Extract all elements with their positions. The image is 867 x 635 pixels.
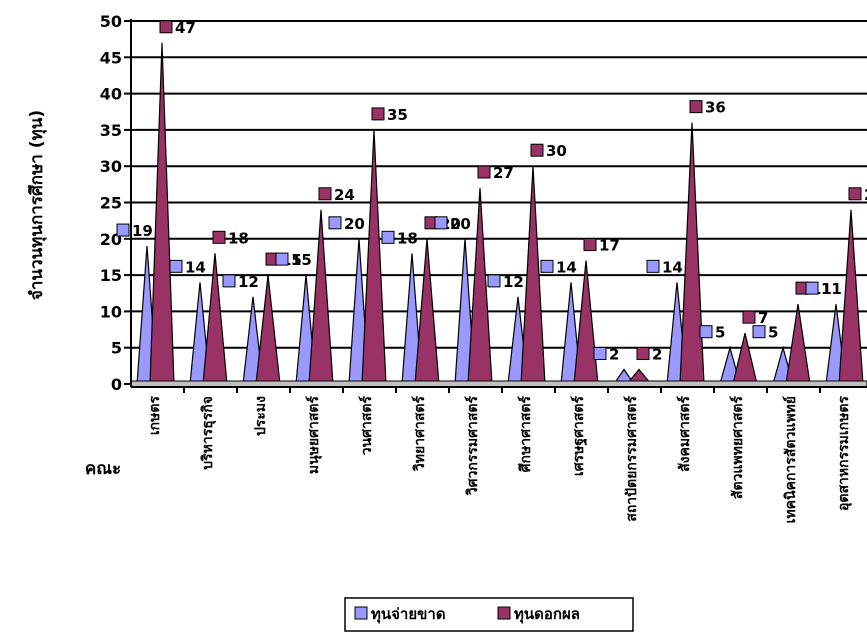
data-label-marker bbox=[434, 216, 448, 230]
data-label: 14 bbox=[556, 258, 577, 276]
data-label-marker bbox=[371, 107, 385, 121]
data-label: 27 bbox=[493, 164, 514, 182]
data-label: 47 bbox=[175, 19, 196, 37]
data-label: 5 bbox=[715, 324, 725, 342]
data-label-marker bbox=[116, 223, 130, 237]
data-label-marker bbox=[328, 216, 342, 230]
data-label-marker bbox=[169, 259, 183, 273]
peak-series-2 bbox=[308, 209, 334, 385]
legend-label-series-2: ทุนดอกผล bbox=[514, 605, 580, 624]
data-label-marker bbox=[583, 238, 597, 252]
y-tick-label: 25 bbox=[100, 194, 122, 213]
data-label-marker bbox=[540, 259, 554, 273]
data-label-marker bbox=[752, 325, 766, 339]
data-label-marker bbox=[689, 100, 703, 114]
y-tick-label: 35 bbox=[100, 121, 122, 140]
data-label-marker bbox=[275, 252, 289, 266]
data-label: 11 bbox=[821, 280, 842, 298]
y-tick-label: 30 bbox=[100, 157, 122, 176]
x-axis-title: คณะ bbox=[85, 459, 121, 479]
data-label: 2 bbox=[652, 345, 662, 363]
data-label: 20 bbox=[450, 215, 471, 233]
data-label: 5 bbox=[768, 324, 778, 342]
category-label: วนศาสตร์ bbox=[358, 396, 375, 456]
peak-series-2 bbox=[202, 253, 228, 385]
data-label: 7 bbox=[758, 309, 768, 327]
data-label: 19 bbox=[132, 222, 153, 240]
category-label: เกษตร bbox=[147, 396, 163, 436]
data-label: 12 bbox=[503, 273, 524, 291]
axes bbox=[124, 19, 867, 393]
data-label-marker bbox=[636, 346, 650, 360]
data-peaks bbox=[136, 42, 864, 385]
data-label-marker bbox=[805, 281, 819, 295]
data-label-marker bbox=[222, 274, 236, 288]
data-label-marker bbox=[159, 20, 173, 34]
data-label: 12 bbox=[238, 273, 259, 291]
data-label: 18 bbox=[397, 229, 418, 247]
y-tick-label: 0 bbox=[111, 375, 122, 394]
y-tick-label: 45 bbox=[100, 48, 122, 67]
y-tick-label: 20 bbox=[100, 230, 122, 249]
data-label-marker bbox=[699, 325, 713, 339]
data-label-marker bbox=[212, 230, 226, 244]
category-label: สังคมศาสตร์ bbox=[676, 396, 693, 472]
data-label-marker bbox=[381, 230, 395, 244]
data-label: 18 bbox=[228, 229, 249, 247]
legend-frame bbox=[344, 597, 634, 632]
peak-series-2 bbox=[785, 304, 811, 385]
data-label-marker bbox=[318, 187, 332, 201]
category-label: ศึกษาศาสตร์ bbox=[517, 396, 534, 473]
data-label: 14 bbox=[185, 258, 206, 276]
category-label: บริหารธุรกิจ bbox=[200, 396, 216, 470]
category-label: ประมง bbox=[253, 396, 269, 436]
data-label: 24 bbox=[334, 186, 355, 204]
data-label-marker bbox=[530, 143, 544, 157]
y-tick-label: 40 bbox=[100, 85, 122, 104]
legend-swatch-series-1 bbox=[354, 606, 368, 620]
grid-lines bbox=[131, 20, 867, 349]
peak-series-2 bbox=[573, 260, 599, 385]
category-label: สถาปัตยกรรมศาสตร์ bbox=[623, 396, 640, 522]
legend: ทุนจ่ายขาด ทุนดอกผล bbox=[344, 597, 634, 632]
peak-series-2 bbox=[255, 275, 281, 385]
legend-label-series-1: ทุนจ่ายขาด bbox=[371, 605, 446, 624]
data-label: 20 bbox=[344, 215, 365, 233]
data-label: 36 bbox=[705, 99, 726, 117]
peak-series-2 bbox=[361, 129, 387, 385]
category-label: มนุษยศาสตร์ bbox=[305, 396, 322, 475]
peak-series-2 bbox=[732, 333, 758, 385]
y-tick-label: 15 bbox=[100, 266, 122, 285]
data-label: 15 bbox=[291, 251, 312, 269]
data-label-marker bbox=[742, 310, 756, 324]
y-tick-labels: 0 5 10 15 20 25 30 35 40 45 50 bbox=[100, 12, 122, 394]
data-label: 35 bbox=[387, 106, 408, 124]
data-label-marker bbox=[848, 187, 862, 201]
data-label-marker bbox=[477, 165, 491, 179]
category-label: วิศวกรรมศาสตร์ bbox=[464, 396, 481, 497]
data-label: 14 bbox=[662, 258, 683, 276]
category-label: อุตสาหกรรมเกษตร bbox=[836, 396, 852, 511]
y-tick-label: 10 bbox=[100, 302, 122, 321]
category-label: สัตวแพทยศาสตร์ bbox=[729, 396, 746, 500]
data-label: 2 bbox=[609, 345, 619, 363]
data-label-marker bbox=[646, 259, 660, 273]
category-label: เทคนิคการสัตวแพทย์ bbox=[782, 396, 799, 523]
y-tick-label: 50 bbox=[100, 12, 122, 31]
peak-series-2 bbox=[838, 209, 864, 385]
data-label: 17 bbox=[599, 237, 620, 255]
data-label-marker bbox=[593, 346, 607, 360]
category-label: เศรษฐศาสตร์ bbox=[570, 396, 588, 477]
data-label-marker bbox=[487, 274, 501, 288]
y-tick-label: 5 bbox=[111, 339, 122, 358]
category-labels: เกษตร บริหารธุรกิจ ประมง มนุษยศาสตร์ วนศาสตร… bbox=[147, 396, 852, 524]
peak-series-2 bbox=[679, 122, 705, 385]
y-axis-title: จำนวนทุนการศึกษา (ทุน) bbox=[27, 110, 47, 300]
data-label: 30 bbox=[546, 142, 567, 160]
data-label: 24 bbox=[864, 186, 867, 204]
category-label: วิทยาศาสตร์ bbox=[411, 396, 428, 473]
legend-swatch-series-2 bbox=[497, 606, 511, 620]
